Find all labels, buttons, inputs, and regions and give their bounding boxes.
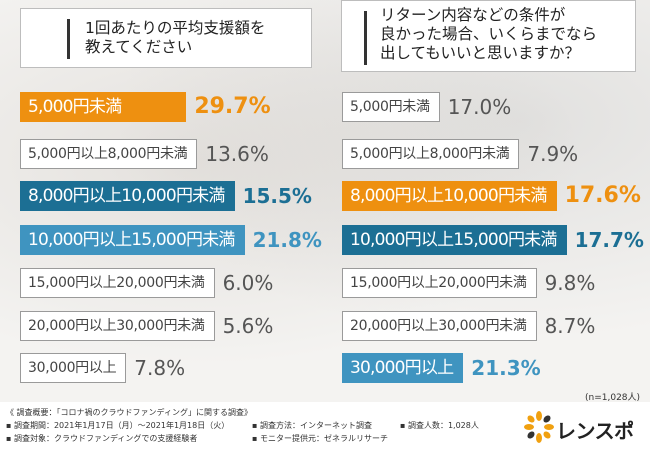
category-label: 10,000円以上15,000円未満: [28, 230, 235, 250]
bar: [20, 311, 215, 341]
value-label: 21.3%: [471, 356, 541, 380]
category-label: 5,000円以上8,000円未満: [350, 146, 510, 162]
category-label: 5,000円未満: [28, 97, 122, 117]
footer-target: ▪ 調査対象：クラウドファンディングでの支援経験者: [6, 434, 198, 443]
left-panel-title: 1回あたりの平均支援額を 教えてください: [20, 8, 312, 68]
value-label: 7.8%: [134, 356, 186, 380]
bar: [342, 353, 464, 383]
bar: [20, 139, 198, 169]
bar: [342, 268, 537, 298]
value-label: 17.6%: [564, 183, 641, 208]
bar: [342, 311, 537, 341]
bar: [342, 92, 440, 122]
title-accent: [364, 11, 367, 65]
value-label: 17.7%: [574, 228, 644, 252]
category-label: 5,000円以上8,000円未満: [28, 146, 188, 162]
bar: [20, 268, 215, 298]
category-label: 15,000円以上20,000円未満: [350, 275, 527, 291]
sample-size-note: (n=1,028人): [585, 393, 641, 403]
footer-provider: ▪ モニター提供元：ゼネラルリサーチ: [252, 434, 388, 443]
category-label: 30,000円以上: [28, 360, 117, 376]
value-label: 5.6%: [222, 314, 274, 338]
value-label: 29.7%: [194, 94, 271, 119]
value-label: 13.6%: [205, 142, 269, 166]
value-label: 8.7%: [544, 314, 596, 338]
value-label: 21.8%: [252, 228, 322, 252]
right-panel-title: リターン内容などの条件が 良かった場合、いくらまでなら 出してもいいと思いますか…: [341, 0, 636, 72]
category-label: 30,000円以上: [350, 358, 454, 378]
bar: [20, 181, 235, 211]
category-label: 8,000円以上10,000円未満: [350, 186, 547, 206]
sparkle-icon: [524, 411, 554, 443]
footer-method: ▪ 調査方法：インターネット調査: [252, 421, 372, 430]
bar: [342, 139, 520, 169]
right-title-text: リターン内容などの条件が 良かった場合、いくらまでなら 出してもいいと思いますか…: [380, 6, 598, 62]
value-label: 15.5%: [242, 184, 312, 208]
category-label: 10,000円以上15,000円未満: [350, 230, 557, 250]
value-label: 7.9%: [527, 142, 579, 166]
value-label: 9.8%: [544, 271, 596, 295]
bar: [342, 225, 567, 255]
footer-overview: 《 調査概要：「コロナ禍のクラウドファンディング」に関する調査》: [6, 408, 252, 417]
footer-period: ▪ 調査期間：2021年1月17日（月）〜2021年1月18日（火）: [6, 421, 230, 430]
footer-people: ▪ 調査人数：1,028人: [400, 421, 479, 430]
bar: [20, 225, 245, 255]
category-label: 8,000円以上10,000円未満: [28, 186, 225, 206]
footer: 《 調査概要：「コロナ禍のクラウドファンディング」に関する調査》 ▪ 調査期間：…: [0, 402, 650, 450]
bar: [342, 181, 557, 211]
logo-text: レンスポ: [556, 419, 634, 443]
category-label: 15,000円以上20,000円未満: [28, 275, 205, 291]
bar: [20, 353, 127, 383]
bar: [20, 92, 187, 122]
category-label: 20,000円以上30,000円未満: [28, 318, 205, 334]
value-label: 6.0%: [222, 271, 274, 295]
title-accent: [67, 19, 70, 59]
category-label: 5,000円未満: [350, 99, 430, 115]
value-label: 17.0%: [447, 95, 512, 119]
left-title-text: 1回あたりの平均支援額を 教えてください: [85, 19, 266, 56]
category-label: 20,000円以上30,000円未満: [350, 318, 527, 334]
